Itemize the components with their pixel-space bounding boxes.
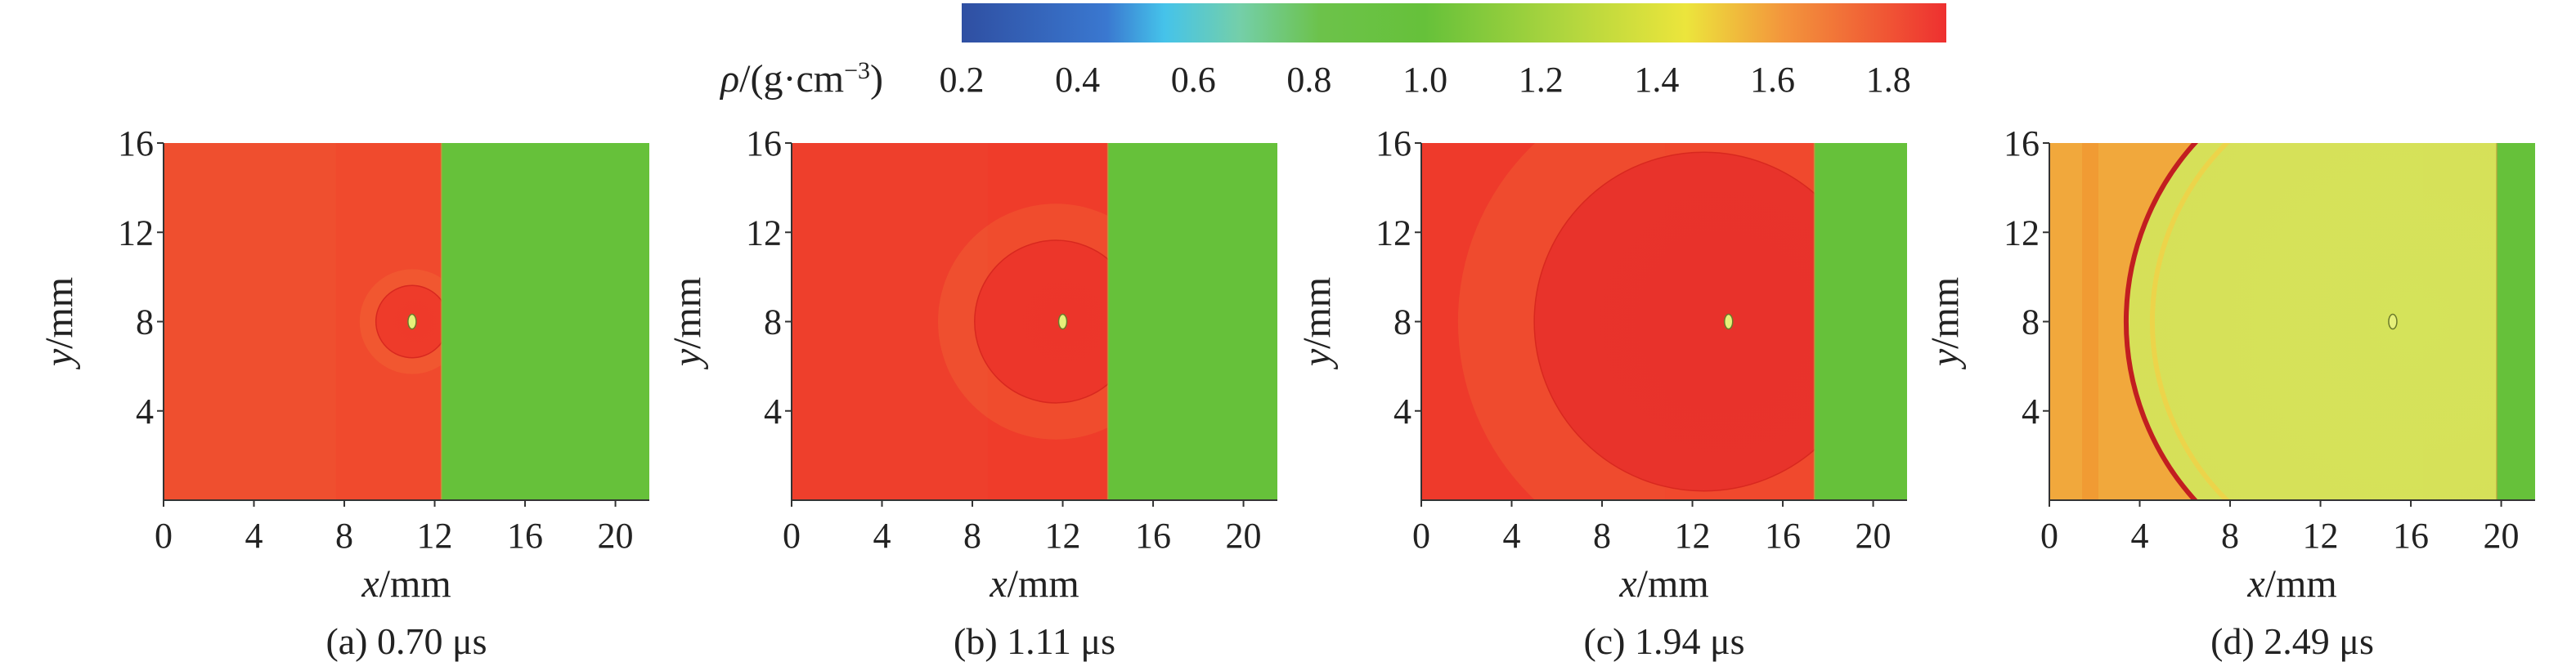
colorbar-gradient bbox=[962, 3, 1946, 42]
unshocked-region bbox=[1107, 143, 1277, 500]
x-tick-label: 20 bbox=[2484, 516, 2520, 556]
y-axis-label: y/mm bbox=[38, 277, 81, 370]
x-tick-label: 12 bbox=[1045, 516, 1081, 556]
panel-caption: (c) 1.94 μs bbox=[1583, 620, 1744, 662]
colorbar-tick-label: 0.2 bbox=[940, 60, 985, 100]
panel-d: 0 4 8 12 16 20 4 8 12 16 x/mm y/mm (d) 2.49 μs bbox=[1923, 123, 2535, 662]
x-tick-label: 0 bbox=[155, 516, 173, 556]
x-tick-label: 12 bbox=[1675, 516, 1711, 556]
x-axis-label: x/mm bbox=[2246, 562, 2336, 606]
unshocked-region bbox=[441, 143, 649, 500]
x-tick-label: 12 bbox=[2303, 516, 2339, 556]
y-tick-label: 12 bbox=[1376, 212, 1411, 253]
colorbar-ticks: 0.2 0.4 0.6 0.8 1.0 1.2 1.4 1.6 1.8 bbox=[940, 60, 1911, 100]
colorbar-tick-label: 1.8 bbox=[1866, 60, 1911, 100]
y-tick-label: 4 bbox=[2022, 391, 2040, 432]
x-tick-label: 16 bbox=[2393, 516, 2429, 556]
y-tick-label: 16 bbox=[118, 123, 154, 163]
x-tick-label: 8 bbox=[1593, 516, 1611, 556]
x-tick-label: 16 bbox=[507, 516, 543, 556]
y-tick-label: 4 bbox=[1393, 391, 1411, 432]
x-tick-label: 0 bbox=[2040, 516, 2058, 556]
y-tick-label: 12 bbox=[746, 212, 782, 253]
band bbox=[2082, 143, 2098, 500]
wave-inner-ring bbox=[2150, 143, 2231, 500]
x-tick-label: 4 bbox=[873, 516, 891, 556]
colorbar-tick-label: 0.6 bbox=[1171, 60, 1216, 100]
colorbar-tick-label: 0.8 bbox=[1286, 60, 1331, 100]
y-tick-label: 12 bbox=[118, 212, 154, 253]
x-tick-label: 8 bbox=[335, 516, 353, 556]
x-tick-label: 12 bbox=[417, 516, 453, 556]
unshocked-region bbox=[1814, 143, 1907, 500]
plot-area bbox=[164, 143, 649, 500]
wave-front bbox=[2124, 143, 2497, 500]
colorbar-tick-label: 1.2 bbox=[1519, 60, 1564, 100]
plot-area bbox=[1421, 143, 1907, 500]
x-tick-label: 4 bbox=[1503, 516, 1521, 556]
y-tick-label: 8 bbox=[2022, 302, 2040, 342]
x-tick-label: 16 bbox=[1765, 516, 1801, 556]
y-tick-label: 16 bbox=[2004, 123, 2040, 163]
y-axis-label: y/mm bbox=[666, 277, 709, 370]
y-tick-label: 4 bbox=[136, 391, 154, 432]
y-tick-label: 16 bbox=[746, 123, 782, 163]
colorbar-tick-label: 1.0 bbox=[1402, 60, 1447, 100]
y-axis-label: y/mm bbox=[1923, 277, 1967, 370]
x-axis-label: x/mm bbox=[1618, 562, 1708, 606]
plot-area bbox=[792, 143, 1277, 500]
colorbar-label: ρ/(g·cm−3) bbox=[719, 57, 883, 101]
particle-marker bbox=[2388, 313, 2398, 330]
x-tick-label: 0 bbox=[1412, 516, 1430, 556]
y-tick-label: 8 bbox=[764, 302, 782, 342]
panel-caption: (a) 0.70 μs bbox=[325, 620, 487, 662]
y-tick-label: 4 bbox=[764, 391, 782, 432]
particle-marker bbox=[1723, 313, 1734, 330]
panel-caption: (b) 1.11 μs bbox=[954, 620, 1115, 662]
x-tick-label: 0 bbox=[783, 516, 801, 556]
unshocked-region bbox=[2497, 143, 2535, 500]
panel-c: 0 4 8 12 16 20 4 8 12 16 x/mm y/mm (c) 1.94 μs bbox=[1295, 123, 1907, 662]
wave-front bbox=[1533, 151, 1815, 492]
colorbar-tick-label: 0.4 bbox=[1055, 60, 1100, 100]
wave-front bbox=[974, 239, 1108, 404]
x-tick-label: 20 bbox=[1226, 516, 1262, 556]
x-tick-label: 8 bbox=[963, 516, 981, 556]
x-tick-label: 4 bbox=[2131, 516, 2149, 556]
colorbar-tick-label: 1.4 bbox=[1634, 60, 1679, 100]
panel-a: 0 4 8 12 16 20 4 8 12 16 x/mm y/mm (a) 0.70 μs bbox=[38, 123, 649, 662]
panel-caption: (d) 2.49 μs bbox=[2210, 620, 2374, 662]
x-tick-label: 20 bbox=[1856, 516, 1892, 556]
y-tick-label: 8 bbox=[136, 302, 154, 342]
x-tick-label: 16 bbox=[1135, 516, 1171, 556]
y-axis-label: y/mm bbox=[1295, 277, 1339, 370]
y-tick-label: 16 bbox=[1376, 123, 1411, 163]
particle-marker bbox=[1057, 313, 1068, 330]
particle-marker bbox=[407, 313, 417, 330]
x-axis-label: x/mm bbox=[989, 562, 1079, 606]
x-axis-label: x/mm bbox=[361, 562, 451, 606]
colorbar: ρ/(g·cm−3) 0.2 0.4 0.6 0.8 1.0 1.2 1.4 1.6 1.8 bbox=[719, 3, 1946, 101]
x-tick-label: 20 bbox=[598, 516, 634, 556]
y-tick-label: 12 bbox=[2004, 212, 2040, 253]
y-tick-label: 8 bbox=[1393, 302, 1411, 342]
panel-b: 0 4 8 12 16 20 4 8 12 16 x/mm y/mm (b) 1.11 μs bbox=[666, 123, 1277, 662]
plot-area bbox=[2049, 143, 2535, 500]
panels: 0 4 8 12 16 20 4 8 12 16 x/mm y/mm (a) 0.70 μs 0 4 8 12 1… bbox=[38, 123, 2535, 662]
x-tick-label: 8 bbox=[2221, 516, 2239, 556]
x-tick-label: 4 bbox=[245, 516, 263, 556]
colorbar-tick-label: 1.6 bbox=[1750, 60, 1795, 100]
